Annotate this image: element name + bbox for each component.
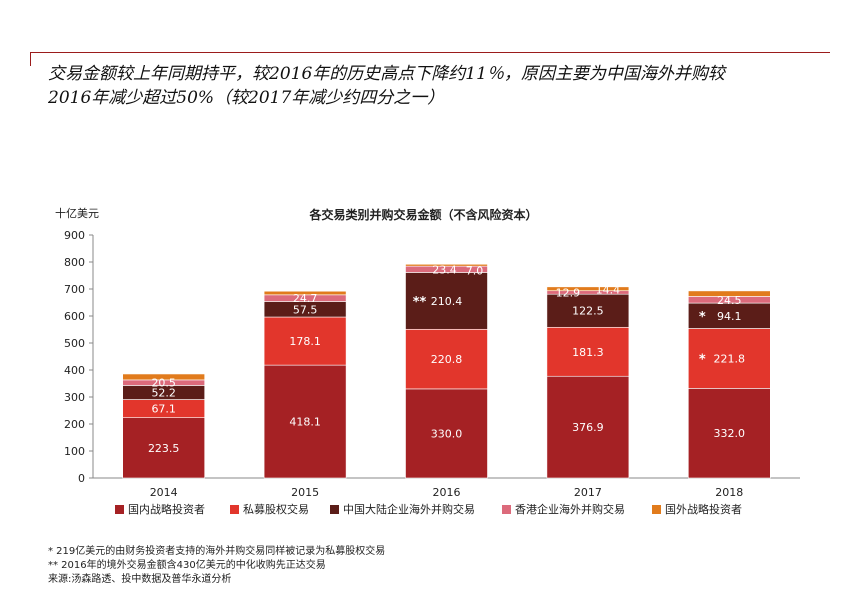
- y-tick-label: 800: [64, 256, 85, 269]
- data-label: 24.5: [717, 294, 742, 307]
- header-rule: [30, 52, 830, 53]
- bar-segment: [263, 316, 347, 366]
- data-label: 22.0: [151, 363, 176, 376]
- data-label: 178.1: [289, 335, 321, 348]
- bar-segment: [263, 364, 347, 479]
- legend-swatch: [230, 505, 239, 514]
- y-tick-label: 900: [64, 229, 85, 242]
- y-tick-label: 100: [64, 445, 85, 458]
- bar-segment: [405, 263, 488, 267]
- bar-segment: [122, 373, 205, 381]
- data-label: 332.0: [714, 427, 746, 440]
- footnote-2: ** 2016年的境外交易金额含430亿美元的中化收购先正达交易: [48, 560, 326, 571]
- x-tick-label: 2014: [150, 486, 178, 499]
- bar-segment: [546, 293, 630, 328]
- y-tick-label: 500: [64, 337, 85, 350]
- data-label: 13.4: [293, 280, 318, 293]
- legend-label: 香港企业海外并购交易: [515, 502, 625, 516]
- bar-segment: [687, 388, 771, 479]
- bar-segment: [687, 290, 771, 297]
- y-axis-label: 十亿美元: [55, 207, 99, 220]
- data-label: 20.5: [151, 377, 176, 390]
- bar-segment: [546, 326, 630, 377]
- bar-segment: [405, 388, 488, 479]
- data-label: 14.4: [596, 284, 621, 297]
- data-label: 57.5: [293, 303, 318, 316]
- x-tick-label: 2018: [715, 486, 743, 499]
- legend-swatch: [115, 505, 124, 514]
- y-tick-label: 600: [64, 310, 85, 323]
- data-label: 418.1: [289, 416, 321, 429]
- bar-segment: [546, 286, 630, 292]
- annotation-marker: **: [413, 295, 427, 310]
- chart-title: 各交易类别并购交易金额（不含风险资本）: [309, 208, 538, 222]
- data-label: 24.7: [293, 292, 318, 305]
- bar-segment: [546, 375, 630, 479]
- legend-label: 中国大陆企业海外并购交易: [343, 502, 475, 516]
- data-label: 220.8: [431, 353, 463, 366]
- data-label: 330.0: [431, 427, 463, 440]
- headline: 交易金额较上年同期持平，较2016年的历史高点下降约11％，原因主要为中国海外并…: [48, 62, 828, 110]
- legend-swatch: [502, 505, 511, 514]
- bar-segment: [122, 417, 205, 479]
- data-label: 67.1: [151, 403, 176, 416]
- y-tick-label: 300: [64, 391, 85, 404]
- bar-segment: [405, 328, 488, 390]
- legend-swatch: [652, 505, 661, 514]
- data-label: 20.6: [717, 280, 742, 293]
- x-tick-label: 2015: [291, 486, 319, 499]
- x-tick-label: 2016: [433, 486, 461, 499]
- x-tick-label: 2017: [574, 486, 602, 499]
- data-label: 223.5: [148, 442, 180, 455]
- source-note: 来源:汤森路透、投中数据及普华永道分析: [48, 574, 232, 585]
- legend-label: 国内战略投资者: [128, 502, 205, 516]
- y-tick-label: 700: [64, 283, 85, 296]
- data-label: 376.9: [572, 421, 604, 434]
- data-label: 122.5: [572, 305, 604, 318]
- y-tick-label: 400: [64, 364, 85, 377]
- bar-segment: [405, 272, 488, 330]
- headline-line-2: 2016年减少超过50%（较2017年减少约四分之一）: [48, 88, 445, 108]
- data-label: 52.2: [151, 386, 176, 399]
- headline-line-1: 交易金额较上年同期持平，较2016年的历史高点下降约11％，原因主要为中国海外并…: [48, 64, 725, 84]
- data-label: 12.9: [556, 286, 581, 299]
- annotation-marker: *: [699, 310, 706, 325]
- bar-segment: [263, 290, 347, 296]
- legend-label: 私募股权交易: [243, 502, 309, 516]
- header-rule-tick: [30, 52, 31, 66]
- data-label: 94.1: [717, 310, 742, 323]
- data-label: 210.4: [431, 295, 463, 308]
- legend-label: 国外战略投资者: [665, 502, 742, 516]
- bar-segment: [687, 328, 771, 389]
- y-tick-label: 0: [78, 472, 85, 485]
- annotation-marker: *: [699, 352, 706, 367]
- y-tick-label: 200: [64, 418, 85, 431]
- footnote-1: * 219亿美元的由财务投资者支持的海外并购交易同样被记录为私募股权交易: [48, 546, 386, 557]
- data-label: 23.4: [432, 263, 457, 276]
- data-label: 7.0: [466, 264, 484, 277]
- data-label: 221.8: [714, 352, 746, 365]
- footnotes: * 219亿美元的由财务投资者支持的海外并购交易同样被记录为私募股权交易 ** …: [48, 545, 385, 587]
- data-label: 181.3: [572, 346, 604, 359]
- legend-swatch: [330, 505, 339, 514]
